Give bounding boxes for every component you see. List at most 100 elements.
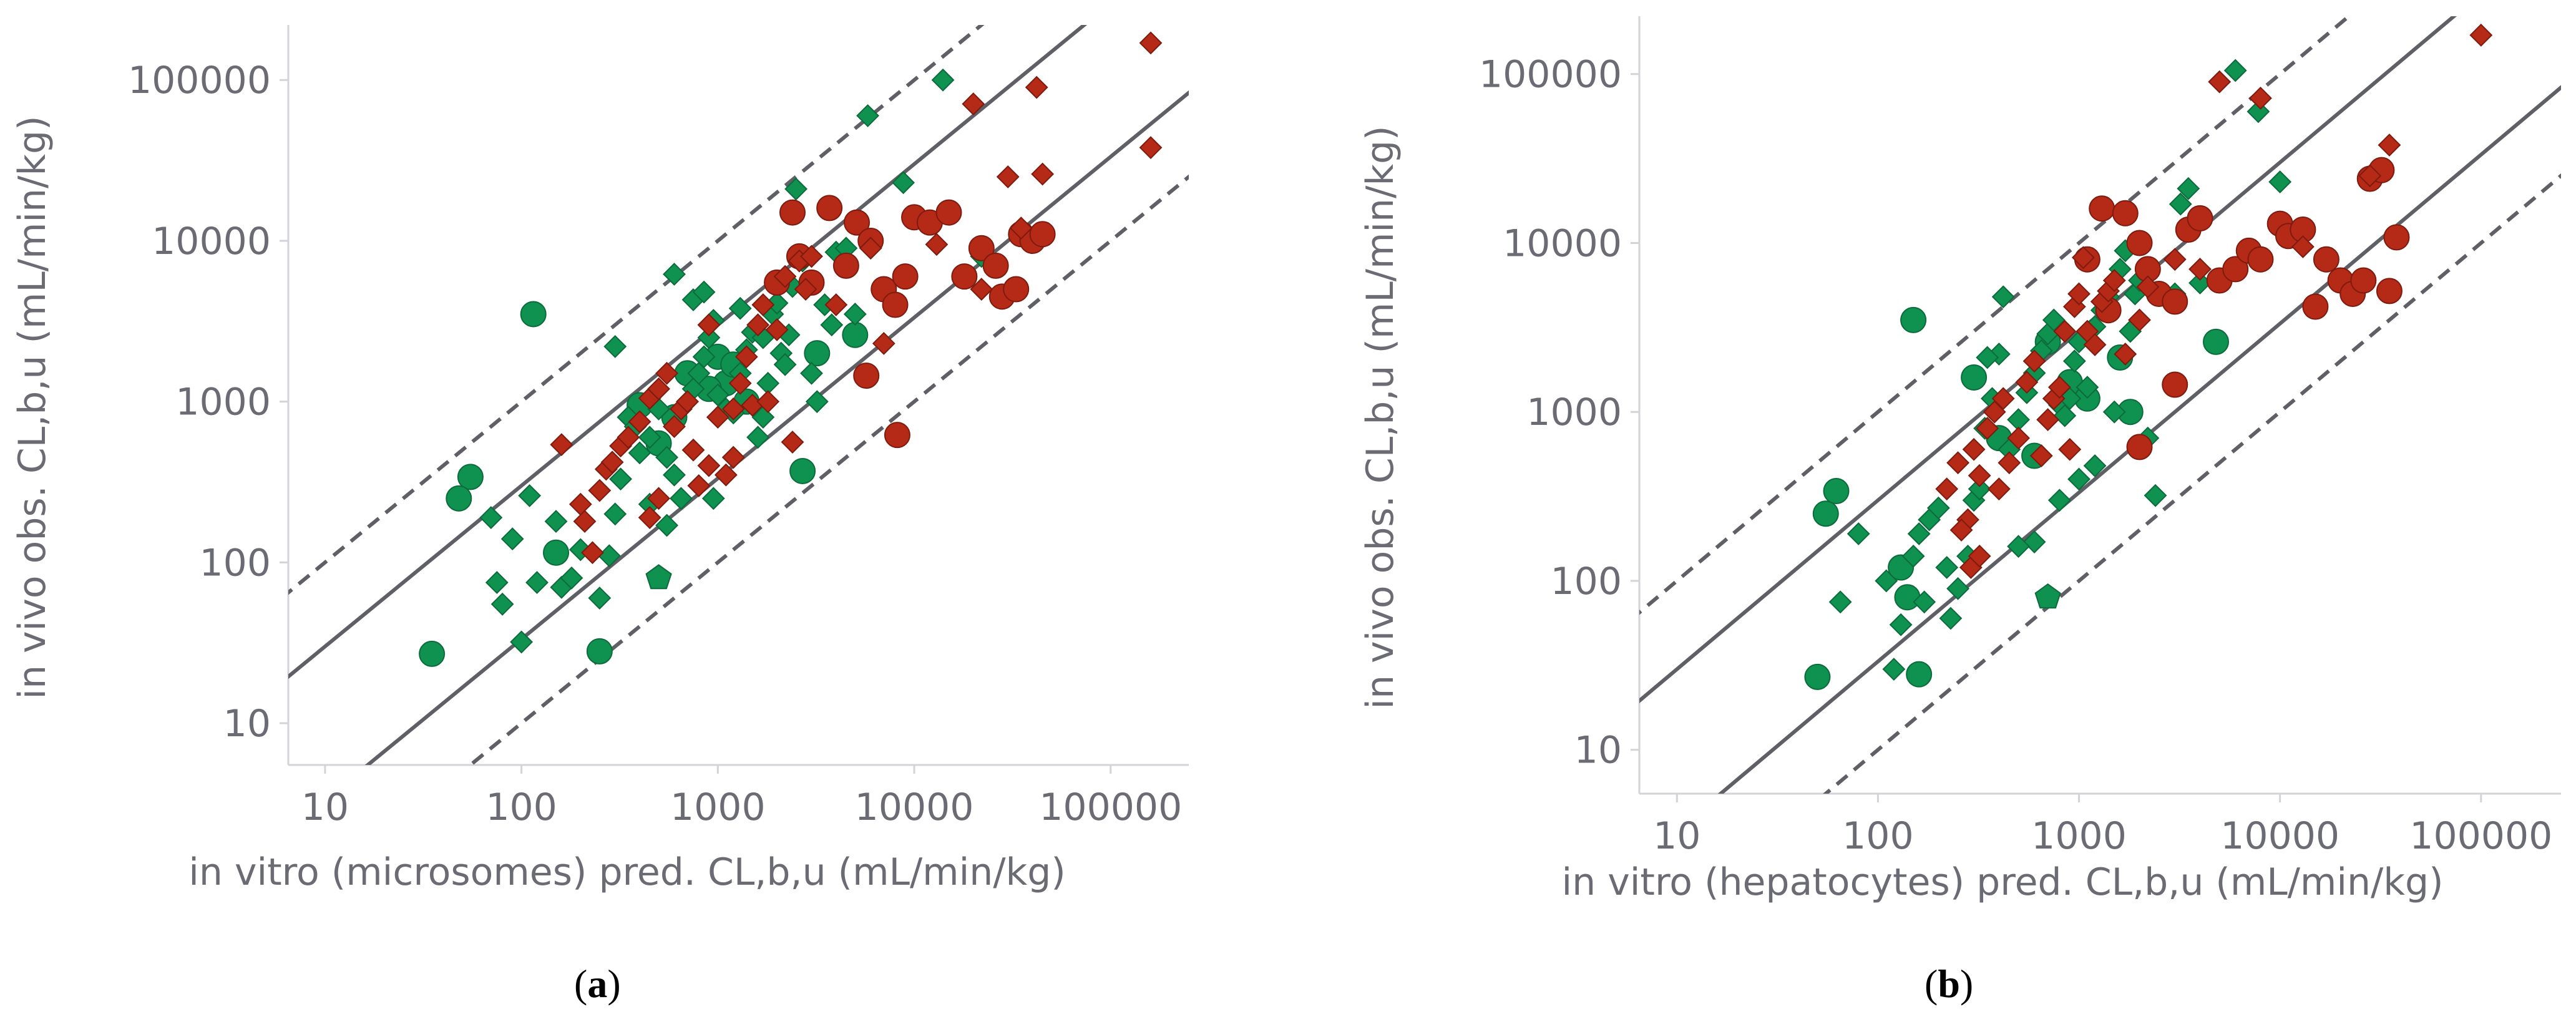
data-point-red-diamond	[655, 361, 679, 385]
data-point-green-circle	[419, 640, 446, 667]
data-point-green-diamond	[697, 326, 721, 349]
x-tick-label: 10000	[855, 786, 974, 829]
data-point-red-diamond	[687, 474, 711, 497]
data-point-red-circle	[2247, 246, 2274, 273]
data-point-green-diamond	[1926, 496, 1950, 520]
data-point-red-diamond	[581, 541, 604, 565]
data-point-red-circle	[1029, 221, 1056, 248]
y-axis-label: in vivo obs. CL,b,u (mL/min/kg)	[11, 115, 54, 699]
data-point-green-circle	[1823, 478, 1850, 505]
reference-line-identity-div-10	[467, 174, 1189, 765]
data-point-red-diamond	[800, 245, 823, 268]
data-point-green-circle	[1812, 500, 1839, 527]
data-point-red-diamond	[794, 278, 817, 301]
data-point-green-diamond	[2268, 170, 2292, 193]
data-point-red-diamond	[962, 92, 985, 115]
data-point-red-circle	[816, 195, 843, 221]
data-point-red-circle	[968, 235, 995, 261]
data-point-green-diamond	[560, 566, 583, 590]
data-point-green-diamond	[2144, 484, 2167, 507]
data-point-red-diamond	[550, 433, 573, 457]
data-point-red-diamond	[824, 293, 848, 316]
data-point-red-diamond	[2114, 343, 2137, 366]
panel-label-b: (b)	[1925, 961, 1974, 1006]
data-point-green-diamond	[784, 177, 807, 201]
data-point-green-diamond	[706, 383, 729, 407]
x-tick-label: 1000	[670, 786, 766, 829]
data-point-green-diamond	[603, 335, 627, 358]
data-point-green-diamond	[728, 296, 752, 320]
data-point-green-diamond	[2177, 177, 2200, 200]
y-tick-label: 1000	[175, 381, 271, 424]
data-point-red-diamond	[721, 397, 745, 421]
data-point-green-pentagon	[645, 564, 672, 590]
data-point-green-circle	[586, 638, 613, 664]
data-point-green-diamond	[2053, 404, 2077, 427]
data-point-red-circle	[844, 209, 871, 236]
data-point-green-diamond	[500, 527, 524, 551]
data-point-red-diamond	[1998, 451, 2021, 475]
data-point-green-circle	[1900, 306, 1927, 333]
data-point-green-diamond	[1828, 590, 1852, 614]
data-point-red-diamond	[756, 390, 780, 414]
data-point-green-diamond	[856, 104, 880, 127]
data-point-red-diamond	[2083, 333, 2107, 356]
data-point-red-diamond	[2136, 275, 2160, 299]
chart-panel-b: 10 100 1000 10000 100000 10 100 1000 10000 100000…	[1288, 0, 2576, 1032]
y-tick-label: 100000	[1479, 53, 1622, 97]
data-point-red-circle	[2162, 371, 2188, 398]
x-tick-label: 10000	[2220, 814, 2339, 858]
data-point-green-diamond	[609, 467, 632, 491]
data-point-red-circle	[2187, 205, 2213, 231]
data-point-green-diamond	[588, 587, 612, 610]
data-point-green-diamond	[2223, 59, 2247, 82]
data-point-green-diamond	[701, 487, 725, 510]
x-tick-label: 100000	[1039, 786, 1182, 829]
data-point-red-diamond	[728, 371, 752, 395]
data-point-green-diamond	[1968, 477, 1991, 501]
data-point-green-circle	[457, 464, 484, 490]
data-point-green-diamond	[2067, 467, 2091, 491]
data-point-green-diamond	[692, 345, 716, 369]
data-point-green-diamond	[1913, 590, 1936, 614]
scatter-chart-a: 10 100 1000 10000 100000 10 100 1000 10000 100000…	[11, 25, 1189, 894]
data-point-green-diamond	[2042, 308, 2066, 332]
data-point-red-diamond	[1025, 75, 1048, 99]
data-point-green-circle	[1894, 584, 1921, 611]
data-point-red-diamond	[746, 313, 769, 337]
data-point-red-circle	[2126, 434, 2153, 460]
data-point-green-diamond	[820, 313, 844, 337]
scatter-chart-b: 10 100 1000 10000 100000 10 100 1000 10000 100000…	[1359, 16, 2561, 904]
data-point-green-diamond	[663, 263, 686, 286]
data-point-red-diamond	[1991, 387, 2015, 411]
data-point-red-diamond	[2047, 376, 2071, 399]
data-point-red-diamond	[2007, 426, 2030, 450]
data-point-green-diamond	[843, 303, 867, 326]
data-point-red-diamond	[1946, 451, 1970, 475]
reference-line-identity-times-10	[288, 25, 985, 595]
data-point-red-diamond	[1968, 464, 1991, 487]
y-tick-label: 100000	[128, 59, 271, 102]
data-point-green-circle	[842, 321, 869, 348]
data-point-green-diamond	[1882, 658, 1906, 681]
data-point-green-diamond	[518, 484, 542, 507]
data-point-red-diamond	[2249, 86, 2272, 110]
data-point-green-diamond	[628, 441, 651, 465]
data-point-red-diamond	[647, 377, 670, 401]
data-point-red-diamond	[2291, 235, 2315, 258]
data-point-red-circle	[2222, 256, 2249, 283]
data-point-red-diamond	[600, 450, 624, 474]
data-point-red-diamond	[647, 487, 670, 510]
data-point-green-diamond	[485, 571, 509, 594]
data-point-green-diamond	[692, 280, 716, 304]
data-point-red-diamond	[617, 426, 640, 449]
data-point-green-circle	[804, 340, 831, 367]
data-point-green-diamond	[2007, 535, 2030, 558]
plot-area	[1639, 16, 2561, 794]
data-point-green-diamond	[892, 171, 915, 195]
data-point-red-circle	[2376, 278, 2403, 304]
data-point-green-circle	[446, 485, 472, 512]
data-point-red-diamond	[2053, 319, 2077, 343]
data-point-red-circle	[779, 199, 806, 226]
data-point-red-diamond	[751, 293, 775, 316]
